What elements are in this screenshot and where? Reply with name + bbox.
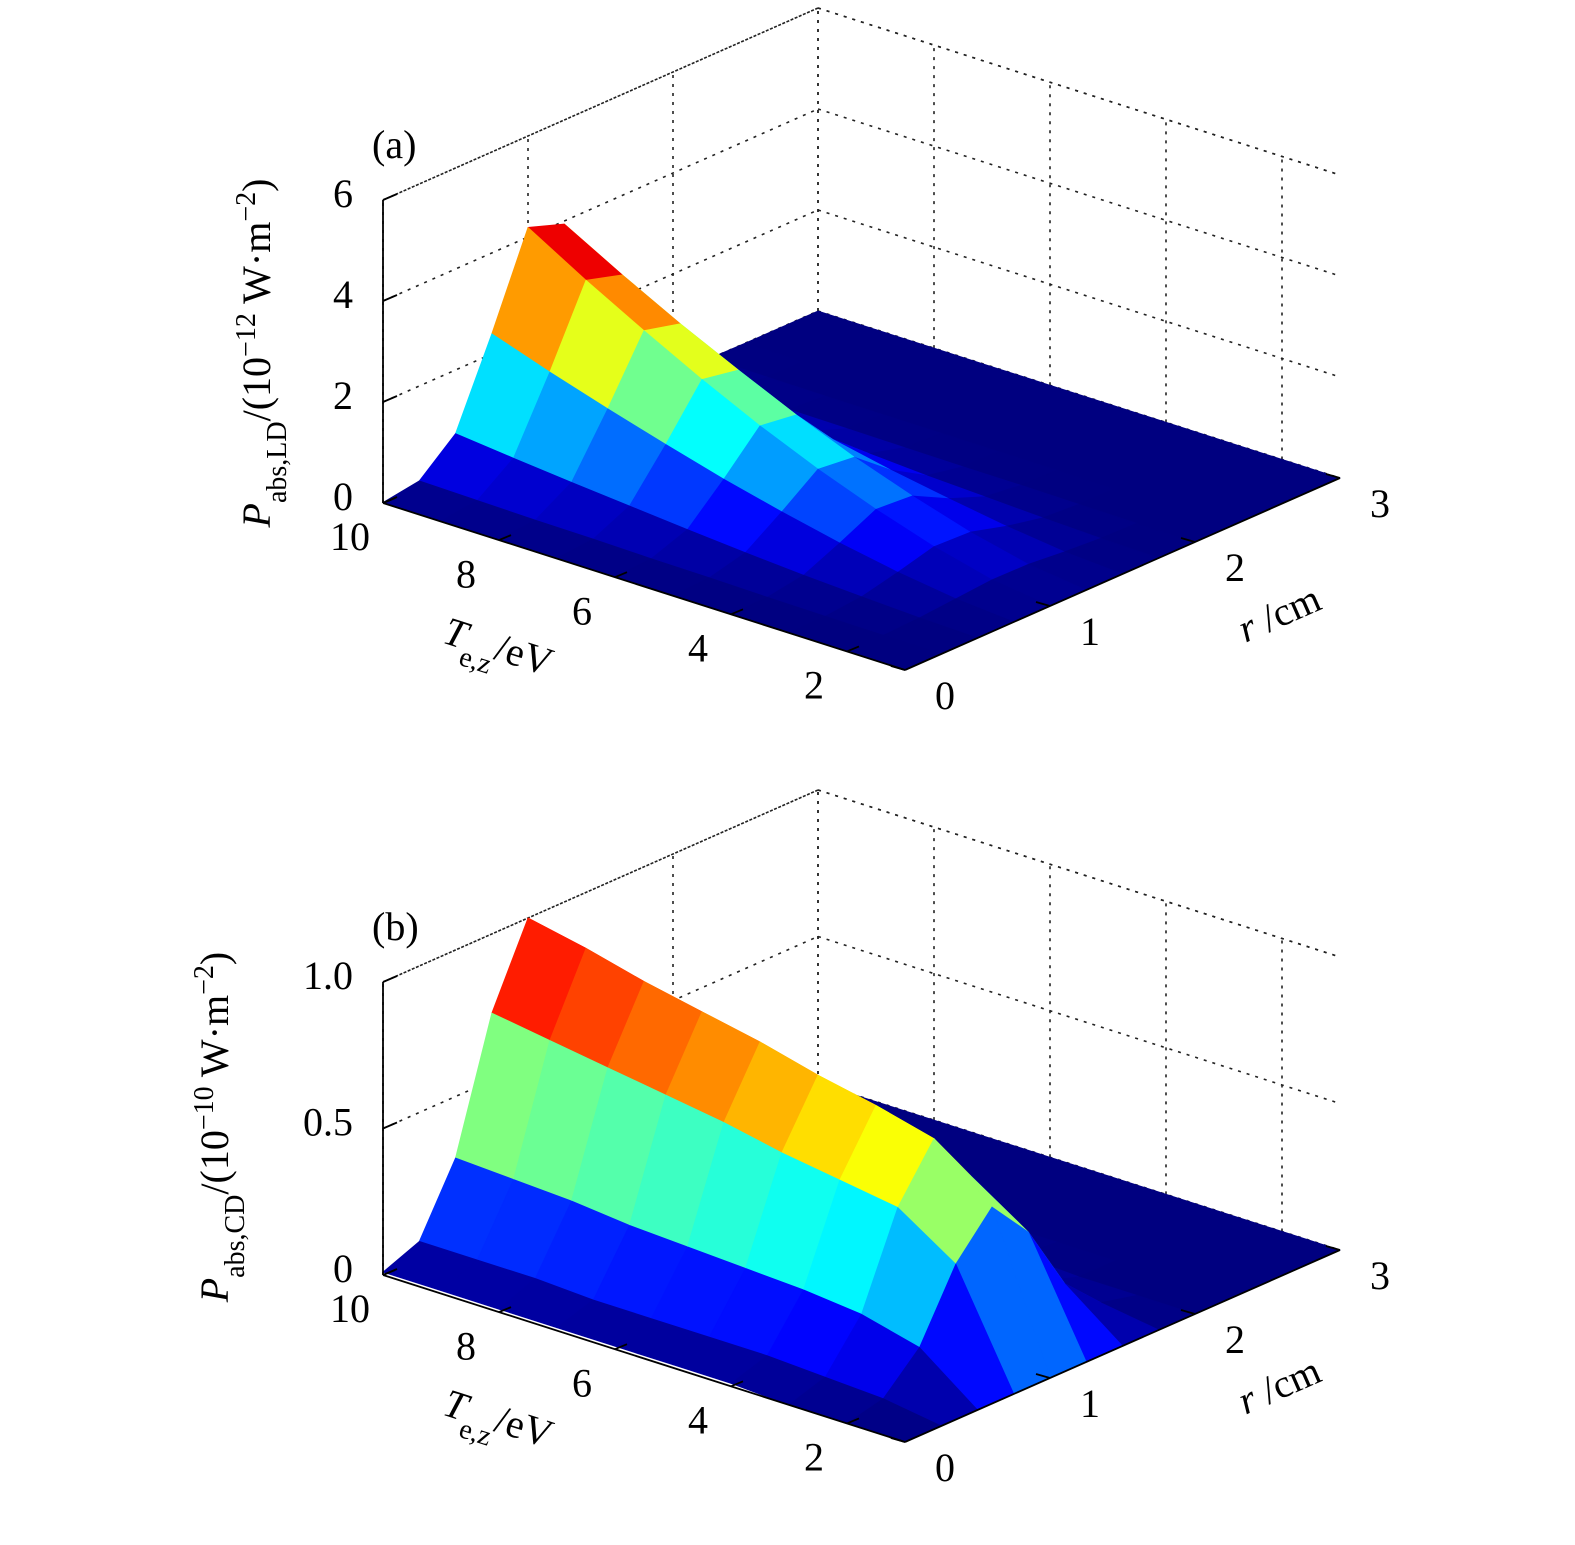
grid-line [382,935,819,1130]
grid-line [382,7,819,201]
z-tick [382,1121,398,1130]
z-tick-label: 0 [333,1246,353,1291]
y-tick-label: 2 [1225,545,1245,590]
y-tick [1180,1309,1196,1315]
x-tick [730,608,744,616]
y-tick-label: 3 [1370,481,1390,526]
z-axis-title-part: ) [192,952,237,965]
y-tick [1180,537,1196,543]
z-tick [382,395,398,403]
x-tick [846,1417,860,1425]
grid-line [382,789,819,983]
grid-line [382,209,819,403]
z-axis-title-part: −2 [189,965,220,995]
z-axis-title-part: ) [234,179,279,192]
grid-line [817,935,1341,1105]
z-axis-title-part: −12 [231,313,262,357]
x-tick-label: 4 [688,626,708,671]
y-tick-label: 1 [1080,1381,1100,1426]
z-tick [382,975,398,983]
z-tick-label: 0.5 [303,1100,353,1145]
z-axis-title-part: /(10 [192,1130,237,1194]
box-edge [382,789,819,983]
z-axis-title-part: W·m [192,995,237,1086]
y-tick-label: 2 [1225,1317,1245,1362]
x-tick-label: 8 [456,1323,476,1368]
x-tick-label: 10 [330,514,370,559]
z-axis-title-part: −2 [231,192,262,222]
z-axis-title: Pabs,LD/(10−12 W·m−2) [231,179,293,529]
z-tick [382,193,398,201]
grid-line [817,108,1341,277]
x-tick-label: 6 [572,588,592,633]
z-axis-title-part: /(10 [234,357,279,421]
y-tick-label: 0 [935,1445,955,1490]
y-tick-label: 3 [1370,1253,1390,1298]
y-tick-label: 0 [935,673,955,718]
y-tick [890,665,906,671]
x-tick [614,571,628,579]
x-tick [382,497,396,504]
x-tick [730,1380,744,1388]
z-tick-label: 6 [333,171,353,216]
x-tick [846,645,860,653]
z-tick-label: 0 [333,474,353,519]
x-tick-label: 6 [572,1360,592,1405]
x-axis [382,502,906,671]
x-tick [498,1306,512,1313]
y-tick [1325,1245,1341,1251]
z-axis-title-part: P [192,1278,237,1303]
z-tick-label: 4 [333,272,353,317]
z-axis-title-part: −10 [189,1086,220,1130]
x-tick-label: 10 [330,1286,370,1331]
z-axis-title-part: abs,CD [220,1195,251,1278]
x-tick-label: 2 [804,663,824,708]
x-tick [614,1343,628,1351]
panel-label: (b) [372,904,419,949]
y-axis [904,1249,1341,1443]
z-axis-title: Pabs,CD/(10−10 W·m−2) [189,952,251,1304]
y-tick [890,1437,906,1443]
y-tick [1325,473,1341,479]
x-tick-label: 2 [804,1435,824,1480]
z-tick-label: 1.0 [303,953,353,998]
box-edge [382,7,819,201]
x-axis [382,1274,906,1443]
x-tick [382,1269,396,1276]
z-tick [382,294,398,302]
grid-line [382,108,819,302]
box-edge [817,7,1341,176]
y-tick [1035,601,1051,607]
box-edge [817,789,1341,958]
y-axis [904,477,1341,671]
z-axis-title-part: abs,LD [262,421,293,503]
x-tick [498,534,512,541]
z-axis-title-part: W·m [234,222,279,313]
z-axis-title-part: P [234,503,279,528]
x-tick-label: 8 [456,551,476,596]
y-tick [1035,1373,1051,1379]
panel-label: (a) [372,122,416,167]
z-tick-label: 2 [333,373,353,418]
grid-line [817,209,1341,378]
y-tick-label: 1 [1080,609,1100,654]
x-tick-label: 4 [688,1398,708,1443]
